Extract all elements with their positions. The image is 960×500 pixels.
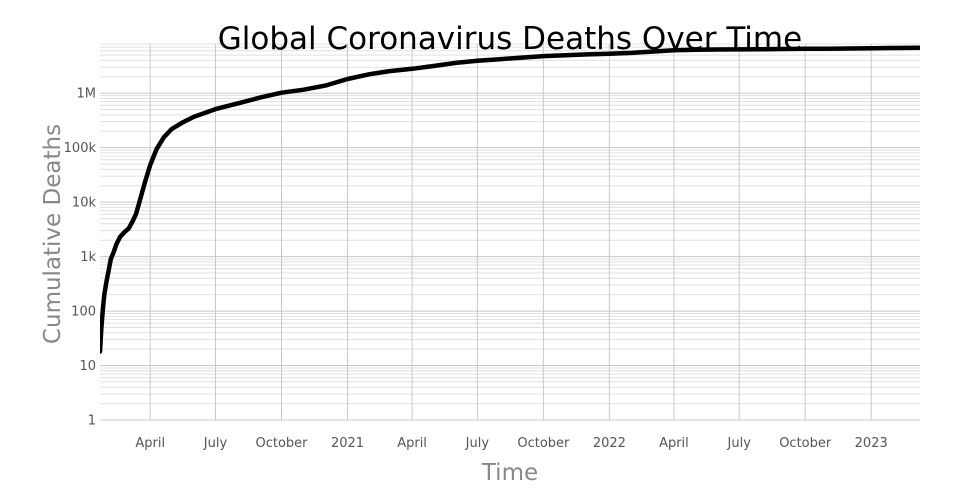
minor-gridlines	[100, 43, 920, 405]
chart-title: Global Coronavirus Deaths Over Time	[218, 21, 802, 57]
y-tick-label: 100k	[64, 141, 97, 156]
x-tick-label: October	[255, 436, 308, 451]
y-tick-label: 10k	[72, 196, 97, 211]
x-tick-label: 2021	[331, 436, 364, 451]
x-tick-label: April	[659, 436, 689, 451]
y-tick-label: 1M	[77, 87, 97, 102]
x-tick-label: April	[397, 436, 427, 451]
x-axis-title: Time	[481, 460, 538, 486]
x-tick-labels: April July October 2021 April July October 2022…	[135, 436, 887, 451]
y-tick-label: 10	[79, 359, 96, 374]
x-tick-label: 2023	[855, 436, 888, 451]
x-tick-label: April	[135, 436, 165, 451]
series-layer	[100, 45, 920, 354]
y-tick-label: 100	[71, 305, 96, 320]
x-tick-label: July	[203, 436, 228, 451]
major-gridlines	[100, 44, 920, 421]
y-tick-label: 1k	[80, 250, 96, 265]
y-axis-title: Cumulative Deaths	[40, 124, 66, 344]
y-tick-labels: 1 10 100 1k 10k 100k 1M	[64, 87, 97, 429]
x-tick-label: July	[727, 436, 752, 451]
series-line	[100, 45, 920, 354]
x-tick-label: October	[517, 436, 570, 451]
x-tick-label: July	[465, 436, 490, 451]
x-tick-label: October	[779, 436, 832, 451]
x-tick-label: 2022	[593, 436, 626, 451]
y-tick-label: 1	[88, 414, 96, 429]
